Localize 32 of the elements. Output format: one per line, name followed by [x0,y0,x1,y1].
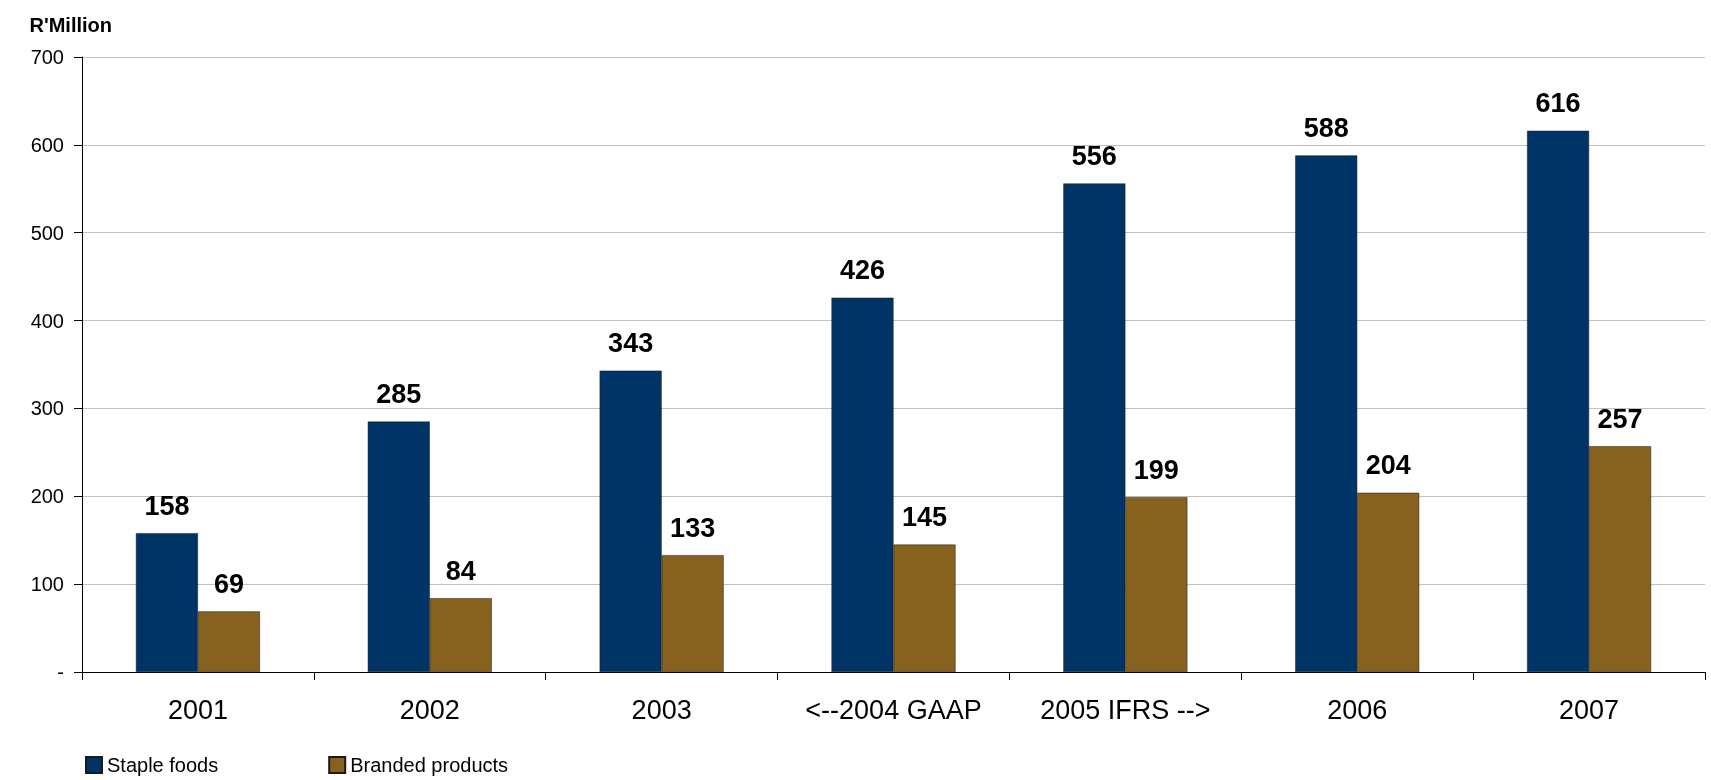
data-label: 84 [445,555,476,586]
y-tick-label: 300 [30,397,64,420]
y-tick-label: 700 [30,46,64,68]
data-label: 199 [1133,454,1179,485]
data-label: 285 [376,379,422,410]
y-tick-label: 400 [30,309,64,332]
data-label: 556 [1071,141,1117,172]
data-label: 158 [144,490,190,521]
legend-label: Staple foods [107,754,219,776]
x-tick-label: 2007 [1559,694,1620,725]
data-label: 204 [1365,450,1411,481]
x-tick-label: 2006 [1327,694,1388,725]
data-label: 588 [1303,112,1349,143]
y-tick-label: 500 [30,221,64,244]
x-tick-label: 2003 [631,694,692,725]
y-tick-label: 200 [30,485,64,508]
data-label: 616 [1535,88,1581,119]
data-label: 426 [839,255,886,286]
data-label: 343 [608,328,654,359]
y-tick-label: 600 [30,133,64,156]
x-tick-label: <--2004 GAAP [805,694,982,725]
y-tick-label: - [57,661,64,683]
legend-label: Branded products [350,754,509,776]
data-label: 257 [1597,403,1643,434]
data-label: 69 [213,568,244,599]
y-axis-title: R'Million [29,14,112,36]
y-tick-label: 100 [30,573,64,596]
x-tick-label: 2005 IFRS --> [1040,694,1211,725]
data-label: 133 [670,512,716,543]
x-tick-label: 2001 [167,694,228,725]
data-label: 145 [901,502,948,533]
x-tick-label: 2002 [399,694,460,725]
